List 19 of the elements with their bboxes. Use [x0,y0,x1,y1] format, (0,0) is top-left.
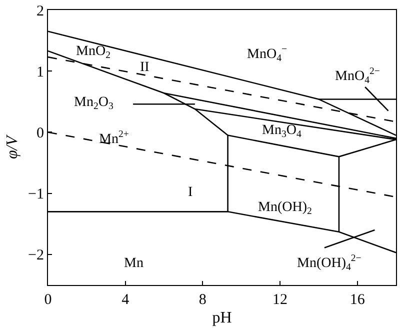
annotation: Mn$^{2+}$ [99,129,130,147]
x-tick-label: 4 [122,292,130,308]
annotation: Mn [124,256,144,271]
annotation: II [140,60,150,75]
y-tick-label: 0 [36,125,44,142]
annotation: Mn(OH)$_{2}$ [258,200,312,217]
y-tick-label: 1 [36,64,44,80]
x-tick-label: 12 [272,292,288,308]
x-tick-label: 8 [198,292,206,308]
annotation: MnO$_{2}$ [76,44,111,61]
x-axis-title: pH [212,310,232,327]
y-tick-label: −2 [28,248,44,264]
annotation: Mn$_{2}$O$_{3}$ [74,95,114,112]
y-tick-label: −1 [28,186,44,203]
annotation: Mn$_{3}$O$_{4}$ [262,123,302,140]
y-tick-label: 2 [36,3,44,20]
x-tick-label: 16 [350,292,366,308]
y-axis-title: φ/V [4,134,21,160]
annotation: I [188,185,193,200]
